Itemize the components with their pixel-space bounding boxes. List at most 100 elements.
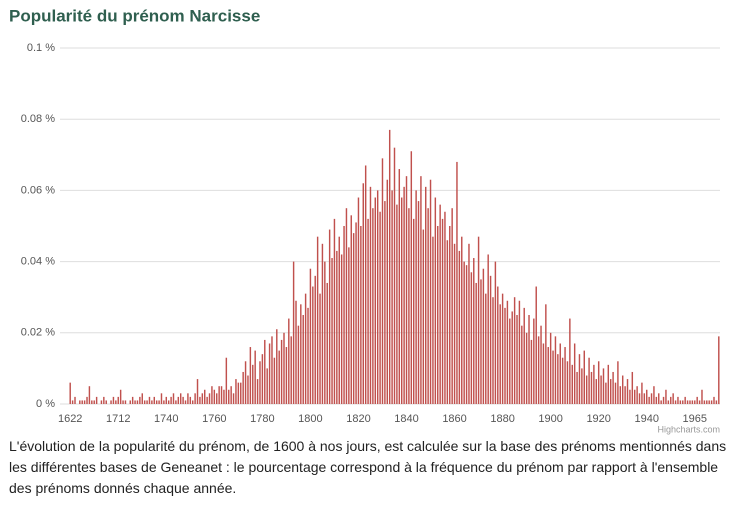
- bar: [588, 357, 590, 404]
- bar: [372, 208, 374, 404]
- x-tick-label: 1820: [346, 413, 370, 425]
- bar: [600, 375, 602, 404]
- y-tick-label: 0.06 %: [21, 184, 55, 196]
- bar: [612, 371, 614, 404]
- bar: [112, 396, 115, 404]
- bar: [619, 386, 622, 404]
- bar: [487, 254, 489, 404]
- bar: [216, 393, 218, 404]
- bar: [187, 393, 189, 404]
- bar: [547, 347, 549, 404]
- bar: [119, 389, 122, 404]
- bar: [268, 343, 271, 404]
- y-tick-label: 0.1 %: [27, 42, 55, 54]
- y-tick-label: 0 %: [36, 398, 55, 410]
- bar: [110, 400, 112, 404]
- bar: [386, 179, 389, 404]
- bar: [206, 396, 208, 404]
- bar: [561, 357, 564, 404]
- bar: [643, 393, 646, 404]
- bar: [364, 165, 367, 404]
- bar: [225, 357, 228, 404]
- bar: [376, 190, 379, 404]
- bar: [379, 211, 381, 404]
- bar: [172, 393, 175, 404]
- bar: [629, 389, 631, 404]
- bar: [153, 396, 155, 404]
- bar: [564, 347, 566, 404]
- bar: [624, 386, 626, 404]
- bar: [314, 275, 316, 404]
- bar: [552, 350, 554, 404]
- bar: [540, 325, 542, 404]
- bar: [504, 307, 506, 404]
- bar: [698, 400, 701, 404]
- bar: [528, 315, 530, 404]
- bar: [393, 147, 396, 404]
- bar: [701, 389, 703, 404]
- bar: [475, 282, 477, 404]
- bar: [655, 396, 658, 404]
- bar: [422, 229, 425, 404]
- bar: [670, 396, 672, 404]
- bar: [576, 371, 578, 404]
- bar: [597, 361, 600, 404]
- x-tick-label: 1860: [442, 413, 466, 425]
- bar: [518, 300, 521, 404]
- bar: [559, 343, 561, 404]
- bar: [208, 393, 211, 404]
- bar: [357, 197, 360, 404]
- bar: [696, 396, 698, 404]
- bar: [581, 368, 583, 404]
- bar: [336, 250, 338, 404]
- bar: [201, 393, 204, 404]
- bar: [316, 236, 319, 404]
- bar: [662, 396, 665, 404]
- bar: [326, 282, 328, 404]
- bar: [105, 400, 107, 404]
- bar: [427, 208, 429, 404]
- bar: [247, 375, 249, 404]
- bar: [650, 393, 653, 404]
- bar: [297, 325, 300, 404]
- bar: [244, 361, 247, 404]
- bar: [139, 396, 141, 404]
- bar: [319, 293, 321, 404]
- bar: [252, 364, 254, 404]
- bar: [199, 396, 201, 404]
- x-tick-label: 1780: [250, 413, 274, 425]
- bar: [148, 396, 151, 404]
- bar: [530, 339, 533, 404]
- bar: [706, 400, 708, 404]
- bar: [703, 400, 706, 404]
- bar: [485, 293, 487, 404]
- bar: [312, 286, 314, 404]
- bar: [74, 396, 76, 404]
- bar: [677, 396, 679, 404]
- bar: [425, 186, 427, 404]
- bar: [237, 382, 240, 404]
- bar: [273, 357, 276, 404]
- bar: [631, 371, 634, 404]
- bar: [163, 400, 165, 404]
- bar: [434, 197, 437, 404]
- bar: [451, 208, 453, 404]
- bar: [537, 336, 540, 404]
- credits[interactable]: Highcharts.com: [657, 424, 720, 434]
- bar: [679, 400, 682, 404]
- bar: [182, 396, 184, 404]
- bar: [718, 336, 720, 404]
- bar: [278, 350, 280, 404]
- x-tick-label: 1940: [634, 413, 658, 425]
- bar: [124, 400, 127, 404]
- bar: [88, 386, 91, 404]
- chart: Popularité du prénom Narcisse Highcharts…: [9, 6, 720, 434]
- bar: [523, 307, 525, 404]
- chart-title: Popularité du prénom Narcisse: [9, 6, 260, 25]
- bar: [288, 318, 290, 404]
- bar: [309, 268, 312, 404]
- bar: [295, 300, 297, 404]
- bar: [482, 268, 485, 404]
- bar: [468, 243, 470, 404]
- bar: [213, 389, 216, 404]
